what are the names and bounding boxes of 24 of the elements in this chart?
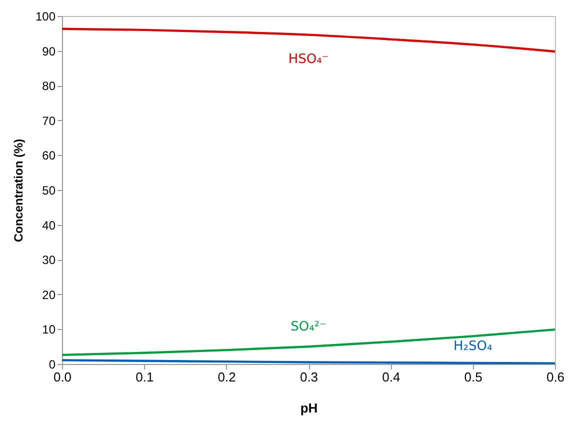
series-label: SO₄²⁻: [290, 320, 326, 335]
y-tick-label: 50: [42, 184, 56, 198]
y-tick-label: 30: [42, 253, 56, 268]
line-series: [62, 28, 555, 53]
y-axis-title: Concentration (%): [11, 138, 26, 242]
x-tick-label: 0.0: [53, 370, 72, 384]
x-tick-label: 0.6: [546, 370, 565, 384]
x-tick-label: 0.2: [218, 370, 236, 384]
series-label: HSO₄⁻: [288, 52, 329, 67]
y-tick-label: 40: [42, 218, 56, 232]
series-label: H₂SO₄: [453, 338, 492, 354]
x-tick-label: 0.1: [136, 370, 154, 384]
y-tick-label: 90: [42, 44, 56, 58]
y-tick-label: 10: [42, 322, 56, 337]
x-axis-title: pH: [300, 400, 318, 416]
y-tick-label: 100: [35, 10, 56, 24]
x-tick-label: 0.5: [464, 370, 482, 384]
y-tick-label: 80: [42, 79, 56, 94]
x-tick-label: 0.3: [300, 370, 318, 384]
y-tick-label: 70: [42, 114, 56, 128]
y-tick-label: 20: [42, 288, 56, 302]
y-tick-label: 0: [48, 358, 56, 372]
y-tick-label: 60: [42, 148, 56, 163]
x-tick-label: 0.4: [382, 370, 400, 384]
